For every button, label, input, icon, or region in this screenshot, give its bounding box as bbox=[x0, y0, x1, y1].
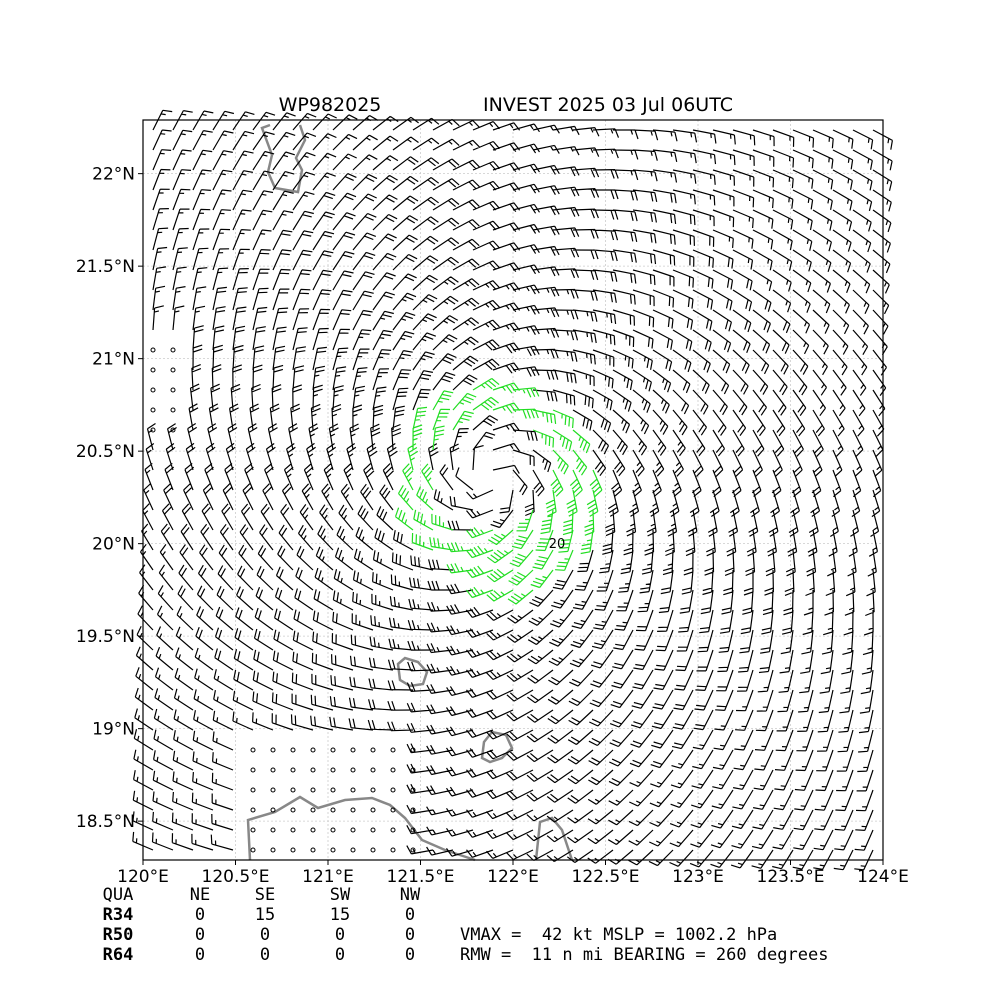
y-tick-label: 21.5°N bbox=[76, 257, 135, 277]
x-tick-label: 121°E bbox=[302, 867, 354, 887]
table-cell: 0 bbox=[260, 945, 270, 965]
x-tick-label: 122.5°E bbox=[572, 867, 640, 887]
y-tick-label: 20.5°N bbox=[76, 442, 135, 462]
table-header: SE bbox=[255, 885, 275, 905]
x-tick-label: 124°E bbox=[857, 867, 909, 887]
x-tick-label: 122°E bbox=[487, 867, 539, 887]
coastline bbox=[396, 656, 429, 688]
x-tick-label: 123°E bbox=[672, 867, 724, 887]
table-header: QUA bbox=[103, 885, 134, 905]
table-cell: 0 bbox=[405, 945, 415, 965]
row-label: R64 bbox=[103, 945, 134, 965]
table-cell: 0 bbox=[405, 905, 415, 925]
table-header: NE bbox=[190, 885, 210, 905]
table-header: SW bbox=[330, 885, 351, 905]
x-tick-label: 121.5°E bbox=[387, 867, 455, 887]
subtitle: INVEST 2025 03 Jul 06UTC bbox=[483, 94, 733, 116]
table-cell: 0 bbox=[195, 925, 205, 945]
table-cell: 0 bbox=[335, 925, 345, 945]
coastline bbox=[534, 816, 574, 861]
y-tick-label: 22°N bbox=[92, 165, 135, 185]
y-tick-label: 19°N bbox=[92, 720, 135, 740]
table-cell: 0 bbox=[405, 925, 415, 945]
table-header: NW bbox=[400, 885, 421, 905]
coastline bbox=[260, 123, 307, 194]
y-tick-label: 19.5°N bbox=[76, 627, 135, 647]
table-cell: 15 bbox=[330, 905, 350, 925]
stats-line: VMAX = 42 kt MSLP = 1002.2 hPa bbox=[460, 925, 777, 945]
contour-label: 20 bbox=[549, 537, 566, 552]
axes: 120°E 120.5°E 121°E 121.5°E 122°E 122.5°E 123°… bbox=[76, 165, 909, 887]
row-label: R50 bbox=[103, 925, 134, 945]
calm-markers bbox=[150, 347, 416, 853]
table-cell: 0 bbox=[260, 925, 270, 945]
table-cell: 0 bbox=[335, 945, 345, 965]
x-tick-label: 120.5°E bbox=[202, 867, 270, 887]
table-cell: 0 bbox=[195, 945, 205, 965]
barb-group bbox=[394, 377, 603, 605]
y-tick-label: 20°N bbox=[92, 535, 135, 555]
x-tick-label: 120°E bbox=[117, 867, 169, 887]
y-tick-label: 21°N bbox=[92, 350, 135, 370]
coastline bbox=[246, 795, 476, 862]
y-tick-label: 18.5°N bbox=[76, 812, 135, 832]
stats-line: RMW = 11 n mi BEARING = 260 degrees bbox=[460, 945, 828, 965]
table-cell: 0 bbox=[195, 905, 205, 925]
title: WP982025 bbox=[279, 94, 382, 116]
x-tick-label: 123.5°E bbox=[757, 867, 825, 887]
table-cell: 15 bbox=[255, 905, 275, 925]
row-label: R34 bbox=[103, 905, 134, 925]
